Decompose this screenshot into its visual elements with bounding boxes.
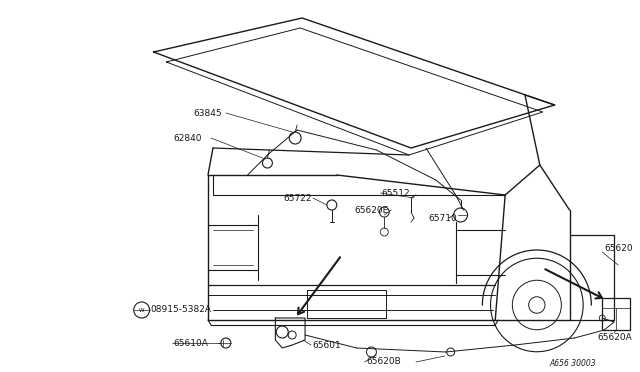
Text: 65620A: 65620A [597,334,632,343]
Text: A656 30003: A656 30003 [550,359,596,368]
Text: W: W [139,308,145,312]
Text: 65620: 65620 [604,244,633,253]
Text: 65710: 65710 [428,214,457,222]
Text: 65620B: 65620B [367,357,401,366]
Text: 65620E: 65620E [355,205,389,215]
Text: 65722: 65722 [284,193,312,202]
Text: 62840: 62840 [173,134,202,142]
Text: 65610A: 65610A [173,339,208,347]
Text: 63845: 63845 [193,109,222,118]
Text: 65601: 65601 [312,340,340,350]
Text: 08915-5382A: 08915-5382A [150,305,212,314]
Text: 65512: 65512 [381,189,410,198]
